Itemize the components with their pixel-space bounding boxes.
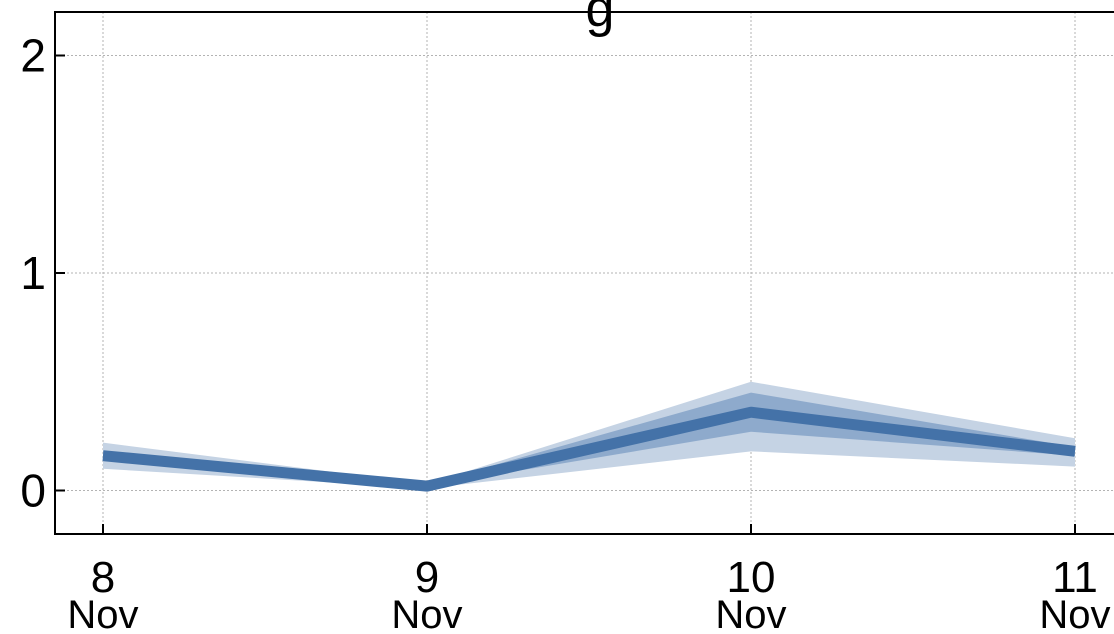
x-tick-label-month: Nov	[67, 593, 138, 634]
x-tick-label-day: 9	[415, 553, 439, 602]
x-tick-label-day: 8	[91, 553, 115, 602]
series-line	[102, 406, 1076, 492]
x-tick-label-month: Nov	[715, 593, 786, 634]
inner-confidence-band	[103, 392, 1075, 487]
line-layer	[102, 406, 1076, 492]
band-layer	[103, 381, 1075, 489]
y-tick-label: 2	[20, 30, 46, 82]
chart-title-fragment: g	[586, 0, 615, 38]
x-tick-label-day: 10	[727, 553, 776, 602]
grid-layer	[55, 12, 1114, 534]
x-tick-label-month: Nov	[391, 593, 462, 634]
y-tick-label: 1	[20, 247, 46, 299]
y-tick-label: 0	[20, 465, 46, 517]
x-tick-label-month: Nov	[1039, 593, 1110, 634]
x-tick-label-day: 11	[1052, 553, 1098, 602]
